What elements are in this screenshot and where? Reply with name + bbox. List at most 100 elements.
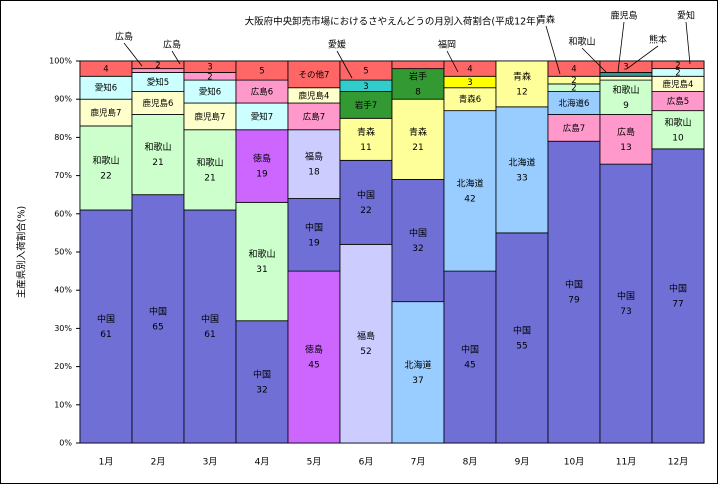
- data-label: 2: [675, 68, 680, 78]
- data-label: 岩手: [409, 70, 427, 82]
- bar-segment: [651, 148, 705, 444]
- data-label: 愛知5: [147, 77, 169, 88]
- y-tick-label: 90%: [54, 95, 72, 104]
- data-label: 79: [568, 296, 580, 306]
- data-label: 65: [152, 322, 163, 332]
- leader-line: [123, 42, 143, 67]
- y-tick-label: 70%: [54, 171, 72, 180]
- data-label: 3: [363, 82, 368, 92]
- data-label: 和歌山: [92, 154, 119, 166]
- callout-label: 愛媛: [328, 39, 346, 51]
- data-label: 19: [256, 170, 268, 180]
- x-tick-label: 12月: [668, 457, 688, 468]
- x-tick-label: 11月: [616, 457, 636, 468]
- data-label: 広島7: [303, 111, 325, 122]
- data-label: 32: [412, 244, 423, 254]
- y-tick-label: 100%: [49, 57, 72, 66]
- bar-segment: [183, 209, 237, 444]
- data-label: 和歌山: [664, 116, 691, 128]
- bar-segment: [339, 117, 393, 161]
- data-label: 鹿児島6: [143, 98, 174, 109]
- data-label: 5: [259, 67, 264, 77]
- y-tick-label: 40%: [54, 286, 72, 295]
- bar-segment: [599, 72, 653, 77]
- data-label: 33: [516, 173, 527, 183]
- data-label: 2: [207, 72, 212, 82]
- y-tick-label: 50%: [54, 248, 72, 257]
- x-tick-label: 1月: [99, 457, 114, 468]
- bar-segment: [131, 194, 185, 444]
- bar-segment: [131, 114, 185, 196]
- data-label: 北海道: [508, 156, 535, 168]
- data-label: 37: [412, 376, 423, 386]
- data-label: 45: [308, 361, 319, 371]
- x-tick-label: 8月: [463, 457, 478, 468]
- data-label: 中国: [253, 368, 271, 380]
- y-tick-label: 60%: [54, 209, 72, 218]
- leader-line: [446, 50, 459, 73]
- bar-segment: [183, 129, 237, 211]
- bar-segment: [287, 198, 341, 272]
- x-tick-label: 9月: [515, 457, 530, 468]
- data-label: 愛知6: [95, 83, 117, 94]
- bar-segment: [339, 243, 393, 444]
- data-label: 4: [571, 65, 576, 75]
- bar-segment: [651, 110, 705, 150]
- leader-line: [627, 45, 659, 69]
- bar-segment: [599, 114, 653, 165]
- data-label: 中国: [409, 227, 427, 239]
- data-label: 21: [204, 173, 215, 183]
- x-tick-label: 4月: [255, 457, 270, 468]
- callout-label: 鹿児島: [610, 10, 637, 22]
- data-label: 青森: [409, 126, 427, 138]
- y-tick-label: 10%: [54, 400, 72, 409]
- bar-segment: [339, 91, 393, 119]
- data-label: 愛知7: [251, 111, 273, 122]
- data-label: 18: [308, 168, 320, 178]
- data-label: 9: [623, 101, 629, 111]
- y-axis-label: 主産県別入荷割合(%): [16, 206, 28, 298]
- data-label: 和歌山: [248, 248, 275, 260]
- data-label: 中国: [357, 189, 375, 201]
- data-label: 2: [571, 84, 576, 94]
- x-tick-label: 7月: [411, 457, 426, 468]
- data-label: 和歌山: [196, 156, 223, 168]
- bar-segment: [495, 232, 549, 444]
- data-label: 32: [256, 385, 267, 395]
- data-label: 中国: [461, 344, 479, 356]
- callout-label: 和歌山: [568, 36, 595, 48]
- bar-segment: [547, 140, 601, 444]
- bar-segment: [443, 270, 497, 444]
- leader-line: [581, 47, 607, 73]
- data-label: 4: [467, 65, 472, 75]
- data-label: 北海道6: [559, 98, 590, 109]
- bar-segment: [287, 129, 341, 199]
- bar-segment: [287, 270, 341, 444]
- bar-segment: [79, 209, 133, 444]
- data-label: 福島: [305, 151, 323, 163]
- data-label: 鹿児島4: [299, 90, 330, 101]
- bar-segment: [599, 75, 653, 81]
- bar-segment: [651, 60, 705, 70]
- data-label: その他7: [299, 69, 330, 80]
- data-label: 2: [571, 76, 576, 86]
- callout-label: 青森: [537, 14, 555, 26]
- data-label: 北海道: [456, 177, 483, 189]
- data-label: 3: [467, 78, 472, 88]
- data-label: 鹿児島7: [195, 111, 226, 122]
- bar-segment: [235, 129, 289, 203]
- data-label: 73: [620, 307, 631, 317]
- data-label: 12: [516, 87, 527, 97]
- bar-segment: [599, 163, 653, 444]
- bar-segment: [391, 60, 445, 70]
- data-label: 青森6: [459, 94, 481, 105]
- callout-label: 広島: [115, 31, 133, 43]
- bar-segment: [443, 110, 497, 272]
- data-label: 鹿児島7: [91, 108, 122, 119]
- callout-label: 広島: [163, 39, 181, 51]
- callout-label: 福岡: [438, 39, 456, 51]
- data-label: 4: [103, 65, 108, 75]
- y-tick-label: 80%: [54, 133, 72, 142]
- callout-label: 熊本: [649, 34, 667, 46]
